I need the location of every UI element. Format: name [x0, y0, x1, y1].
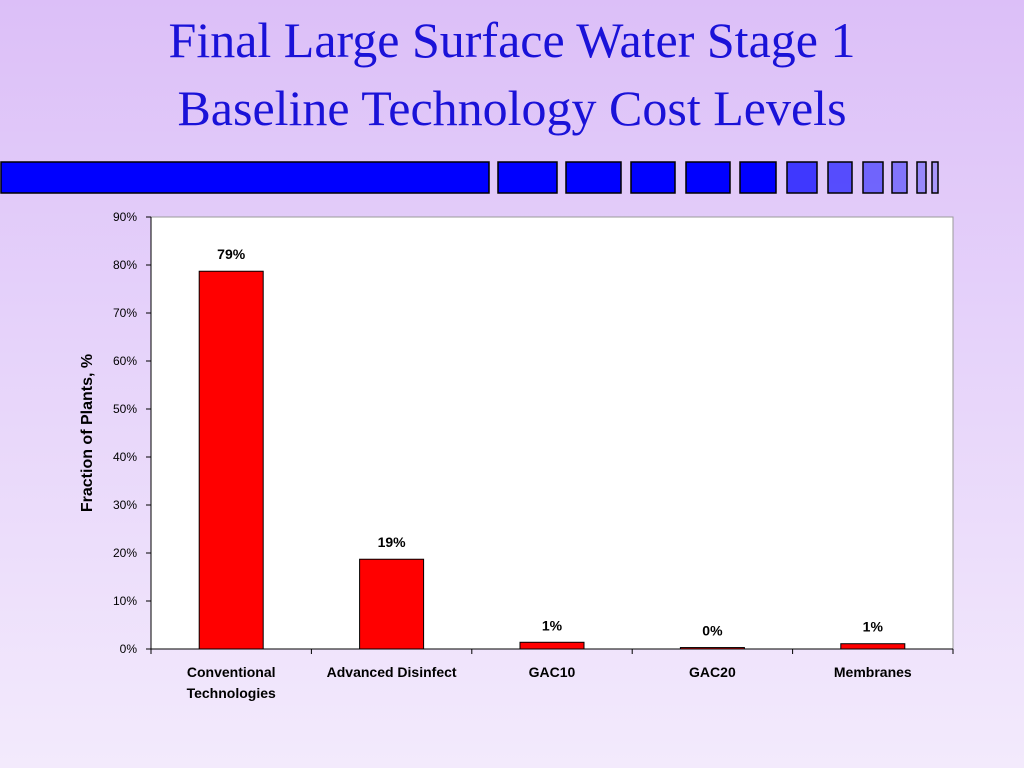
decorative-block	[786, 161, 818, 194]
y-tick-label: 60%	[113, 354, 137, 368]
y-axis-title: Fraction of Plants, %	[79, 354, 96, 512]
decorative-block	[497, 161, 558, 194]
y-tick-label: 20%	[113, 546, 137, 560]
decorative-block	[862, 161, 884, 194]
y-tick-label: 10%	[113, 594, 137, 608]
y-tick-label: 50%	[113, 402, 137, 416]
bar-chart: 0% 10% 20% 30% 40% 50% 60% 70% 80% 90% 79% Conventi…	[79, 210, 954, 701]
y-tick-label: 30%	[113, 498, 137, 512]
x-tick-label: Advanced Disinfect	[327, 664, 457, 680]
y-tick-label: 80%	[113, 258, 137, 272]
data-label: 0%	[702, 623, 723, 639]
decorative-block	[565, 161, 622, 194]
x-tick-label: Membranes	[834, 664, 912, 680]
decorative-block	[931, 161, 939, 194]
bar	[198, 270, 264, 650]
data-label: 1%	[863, 619, 884, 635]
y-tick-label: 0%	[120, 642, 138, 656]
x-tick-label: Conventional Technologies	[187, 664, 276, 701]
plot-background	[150, 216, 954, 650]
data-label: 19%	[378, 534, 407, 550]
plot-area: 0% 10% 20% 30% 40% 50% 60% 70% 80% 90% 79% Conventi…	[113, 210, 954, 701]
data-label: 79%	[217, 246, 246, 262]
data-label: 1%	[542, 617, 563, 633]
slide-title-line-2: Baseline Technology Cost Levels	[177, 80, 847, 136]
decorative-block	[685, 161, 731, 194]
decorative-block	[827, 161, 853, 194]
y-tick-label: 90%	[113, 210, 137, 224]
bar	[840, 643, 906, 650]
decorative-block	[891, 161, 908, 194]
bar	[679, 647, 745, 650]
slide-title-line-1: Final Large Surface Water Stage 1	[168, 12, 856, 68]
decorative-block	[0, 161, 490, 194]
y-tick-label: 70%	[113, 306, 137, 320]
slide-title: Final Large Surface Water Stage 1 Baseli…	[40, 6, 984, 142]
decorative-block	[630, 161, 676, 194]
x-tick-label: GAC20	[689, 664, 736, 680]
decorative-block	[916, 161, 927, 194]
decorative-block	[739, 161, 777, 194]
decorative-block-bar	[0, 161, 939, 194]
y-tick-label: 40%	[113, 450, 137, 464]
x-tick-label: GAC10	[529, 664, 576, 680]
bar	[519, 641, 585, 650]
bar	[359, 558, 425, 650]
